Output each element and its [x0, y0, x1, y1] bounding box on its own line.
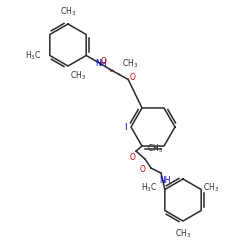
Text: O: O	[129, 153, 135, 162]
Text: CH$_3$: CH$_3$	[60, 6, 76, 18]
Text: NH: NH	[95, 58, 107, 68]
Text: H$_3$C: H$_3$C	[26, 49, 42, 62]
Text: CH$_3$: CH$_3$	[203, 181, 219, 194]
Text: O: O	[129, 73, 135, 82]
Text: H$_3$C: H$_3$C	[142, 181, 158, 194]
Text: I: I	[124, 122, 127, 132]
Text: CH$_3$: CH$_3$	[70, 69, 86, 82]
Text: CH$_3$: CH$_3$	[175, 227, 191, 239]
Text: CH$_3$: CH$_3$	[122, 58, 138, 70]
Text: O: O	[100, 58, 106, 66]
Text: O: O	[140, 164, 146, 173]
Text: NH: NH	[159, 176, 170, 185]
Text: CH$_3$: CH$_3$	[147, 142, 163, 155]
